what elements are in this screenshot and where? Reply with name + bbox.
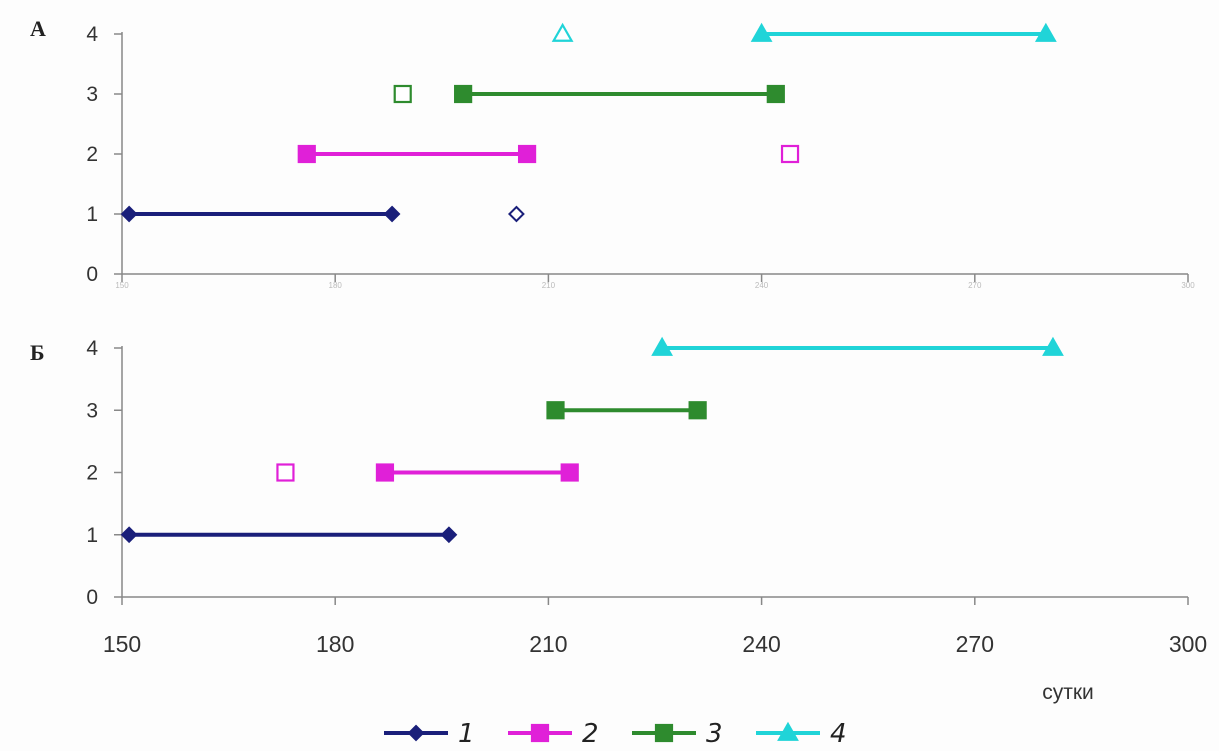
legend-label-4: 4 — [830, 719, 847, 749]
y-tick-label: 3 — [86, 83, 98, 106]
y-tick-label: 0 — [86, 263, 98, 286]
panel-a: А 0 1 2 3 4 150 180 210 240 270 300 — [30, 16, 1195, 290]
panel-label: А — [30, 16, 46, 41]
legend: 1 2 3 4 — [384, 719, 847, 749]
legend-label-3: 3 — [706, 719, 723, 749]
series-3-start-marker — [454, 84, 473, 104]
x-axis-label: сутки — [1042, 681, 1094, 704]
series-2-start-marker — [297, 144, 316, 164]
y-tick-label: 0 — [86, 586, 98, 609]
x-tick-label-faint: 270 — [968, 281, 982, 290]
x-tick-label: 210 — [529, 631, 567, 657]
panel-label: Б — [30, 340, 45, 365]
x-tick-label-faint: 300 — [1181, 281, 1195, 290]
legend-marker-2 — [530, 723, 550, 743]
series-1-open-marker — [508, 205, 525, 223]
series-2-end-marker — [517, 144, 537, 164]
y-tick-label: 2 — [86, 143, 98, 166]
x-tick-label: 240 — [742, 631, 780, 657]
series-4-start-marker — [651, 336, 674, 356]
series-3-end-marker — [766, 84, 785, 104]
series-4-end-marker — [1042, 336, 1064, 356]
series-3-end-marker — [688, 401, 707, 420]
legend-label-1: 1 — [458, 719, 475, 749]
y-tick-label: 4 — [86, 23, 98, 46]
x-tick-label: 150 — [103, 631, 141, 657]
legend-marker-3 — [654, 723, 674, 743]
y-tick-label: 2 — [86, 462, 98, 485]
x-tick-label: 300 — [1169, 631, 1207, 657]
x-tick-label: 270 — [956, 631, 994, 657]
series-2-start-marker — [375, 463, 395, 482]
y-tick-label: 4 — [86, 337, 98, 360]
x-tick-label-faint: 210 — [542, 281, 556, 290]
legend-marker-4 — [777, 721, 799, 741]
legend-marker-1 — [407, 724, 425, 742]
panel-b: Б 0 1 2 3 4 150 180 210 240 270 300 сутки — [30, 336, 1207, 704]
series-1-end-marker — [440, 526, 458, 544]
series-4-open-marker — [551, 22, 574, 42]
series-4-end-marker — [1034, 22, 1057, 42]
series-4-start-marker — [750, 22, 773, 42]
x-tick-label-faint: 180 — [329, 281, 343, 290]
series-2-open-marker — [276, 463, 295, 482]
y-tick-label: 1 — [86, 524, 98, 547]
series-3-open-marker — [393, 84, 412, 104]
series-2-open-marker — [780, 144, 800, 164]
x-tick-label-faint: 150 — [115, 281, 129, 290]
legend-label-2: 2 — [582, 719, 599, 749]
series-2-end-marker — [560, 463, 579, 482]
series-1-start-marker — [120, 205, 138, 223]
series-3-start-marker — [546, 401, 565, 420]
y-tick-label: 1 — [86, 203, 98, 226]
series-1-end-marker — [383, 205, 401, 223]
series-1-start-marker — [120, 526, 138, 544]
x-tick-label-faint: 240 — [755, 281, 769, 290]
x-tick-label: 180 — [316, 631, 354, 657]
y-tick-label: 3 — [86, 399, 98, 422]
